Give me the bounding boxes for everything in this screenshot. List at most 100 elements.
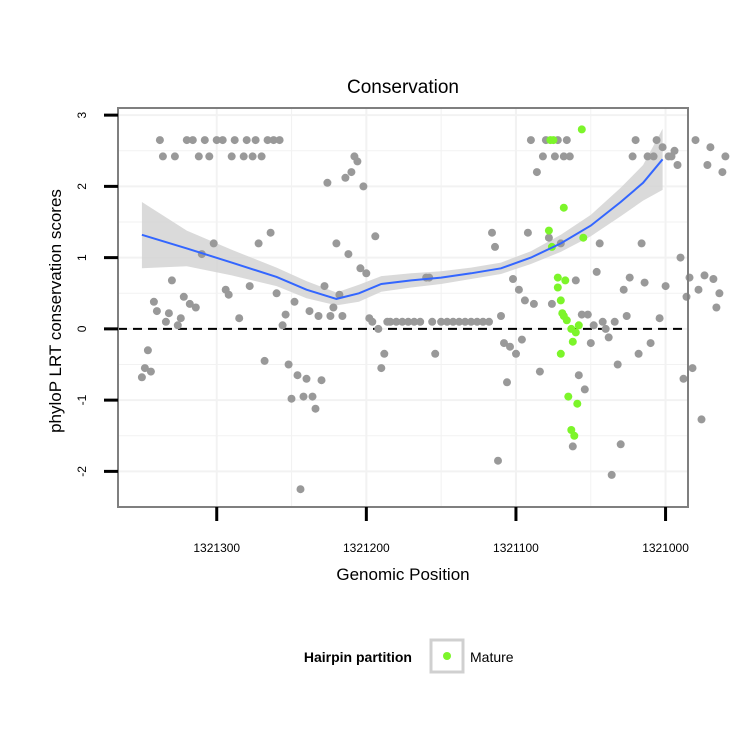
data-point-other (517, 335, 526, 344)
data-point-other (544, 233, 553, 242)
data-point-other (571, 276, 580, 285)
data-point-other (652, 136, 661, 145)
data-point-other (209, 239, 218, 248)
y-tick-label: 0 (75, 325, 89, 332)
data-point-other (658, 143, 667, 152)
data-point-mature (549, 136, 558, 145)
data-point-other (230, 136, 239, 145)
data-point-other (509, 275, 517, 283)
data-point-other (529, 299, 538, 308)
data-point-other (368, 317, 377, 326)
data-point-other (311, 404, 320, 413)
data-point-other (275, 136, 284, 145)
data-point-other (194, 152, 203, 161)
data-point-other (205, 152, 214, 161)
data-point-other (646, 339, 655, 348)
data-point-other (643, 152, 652, 161)
data-point-other (437, 317, 446, 326)
x-tick-label: 1321300 (193, 541, 240, 555)
data-point-other (218, 136, 227, 145)
data-point-other (494, 456, 502, 465)
data-point-mature (561, 276, 570, 285)
data-point-other (200, 136, 209, 145)
data-point-other (634, 349, 643, 358)
data-point-other (694, 285, 703, 294)
data-point-other (503, 378, 511, 387)
data-point-other (500, 339, 508, 348)
data-point-other (601, 324, 610, 333)
data-point-other (703, 161, 712, 169)
data-point-other (598, 317, 607, 326)
data-point-other (167, 276, 176, 285)
data-point-other (706, 143, 715, 152)
data-point-other (562, 136, 571, 145)
x-tick-label: 1321100 (493, 541, 539, 555)
chart-title: Conservation (347, 77, 459, 98)
data-point-other (362, 269, 371, 278)
data-point-other (278, 321, 287, 330)
data-point-other (673, 161, 682, 169)
data-point-other (485, 317, 493, 326)
data-point-other (532, 168, 541, 177)
data-point-other (179, 292, 188, 301)
data-point-mature (570, 431, 579, 440)
data-point-other (371, 232, 380, 241)
data-point-other (191, 303, 200, 312)
data-point-other (700, 271, 709, 280)
data-point-other (257, 152, 266, 161)
data-point-other (574, 371, 583, 380)
data-point-other (314, 312, 323, 320)
data-point-other (568, 442, 577, 451)
data-point-other (359, 182, 368, 191)
data-point-other (473, 317, 482, 326)
data-point-other (308, 392, 317, 401)
data-point-other (547, 299, 556, 308)
data-point-other (287, 394, 296, 403)
data-point-other (272, 289, 281, 298)
data-point-other (293, 371, 302, 380)
data-point-other (649, 152, 658, 161)
data-point-other (625, 273, 634, 282)
data-point-other (479, 317, 487, 326)
data-point-mature (553, 273, 562, 282)
data-point-other (254, 239, 263, 248)
smooth-line (141, 158, 664, 300)
data-point-other (296, 485, 305, 494)
data-point-other (404, 317, 413, 326)
data-point-mature (562, 316, 571, 325)
data-point-mature (556, 349, 565, 358)
data-point-other (338, 312, 347, 320)
data-point-other (164, 309, 173, 318)
data-point-other (353, 157, 362, 166)
data-point-other (260, 356, 269, 365)
data-point-other (655, 314, 664, 323)
data-point-other (143, 346, 152, 355)
data-point-other (137, 373, 146, 382)
legend-label-mature: Mature (470, 649, 514, 665)
points-mature (544, 125, 588, 440)
data-point-other (155, 136, 164, 145)
legend-key-mature-point (443, 652, 451, 660)
data-point-other (281, 310, 290, 319)
confidence-band-area (141, 128, 663, 306)
data-point-other (428, 317, 437, 326)
data-point-other (290, 297, 299, 306)
data-point-other (248, 152, 257, 161)
data-point-other (161, 317, 170, 326)
x-tick-label: 1321200 (343, 541, 390, 555)
y-axis: -2 -1 0 1 2 3 (75, 111, 118, 477)
data-point-mature (564, 392, 573, 401)
data-point-other (613, 360, 622, 369)
data-point-other (640, 278, 649, 287)
data-point-other (332, 239, 341, 248)
data-point-other (616, 440, 625, 449)
data-point-mature (579, 233, 588, 242)
data-point-other (242, 136, 251, 145)
data-point-other (245, 282, 254, 291)
data-point-other (661, 282, 670, 291)
data-point-mature (571, 328, 580, 337)
data-point-other (416, 317, 425, 326)
data-point-other (266, 228, 275, 237)
data-point-other (380, 349, 389, 358)
